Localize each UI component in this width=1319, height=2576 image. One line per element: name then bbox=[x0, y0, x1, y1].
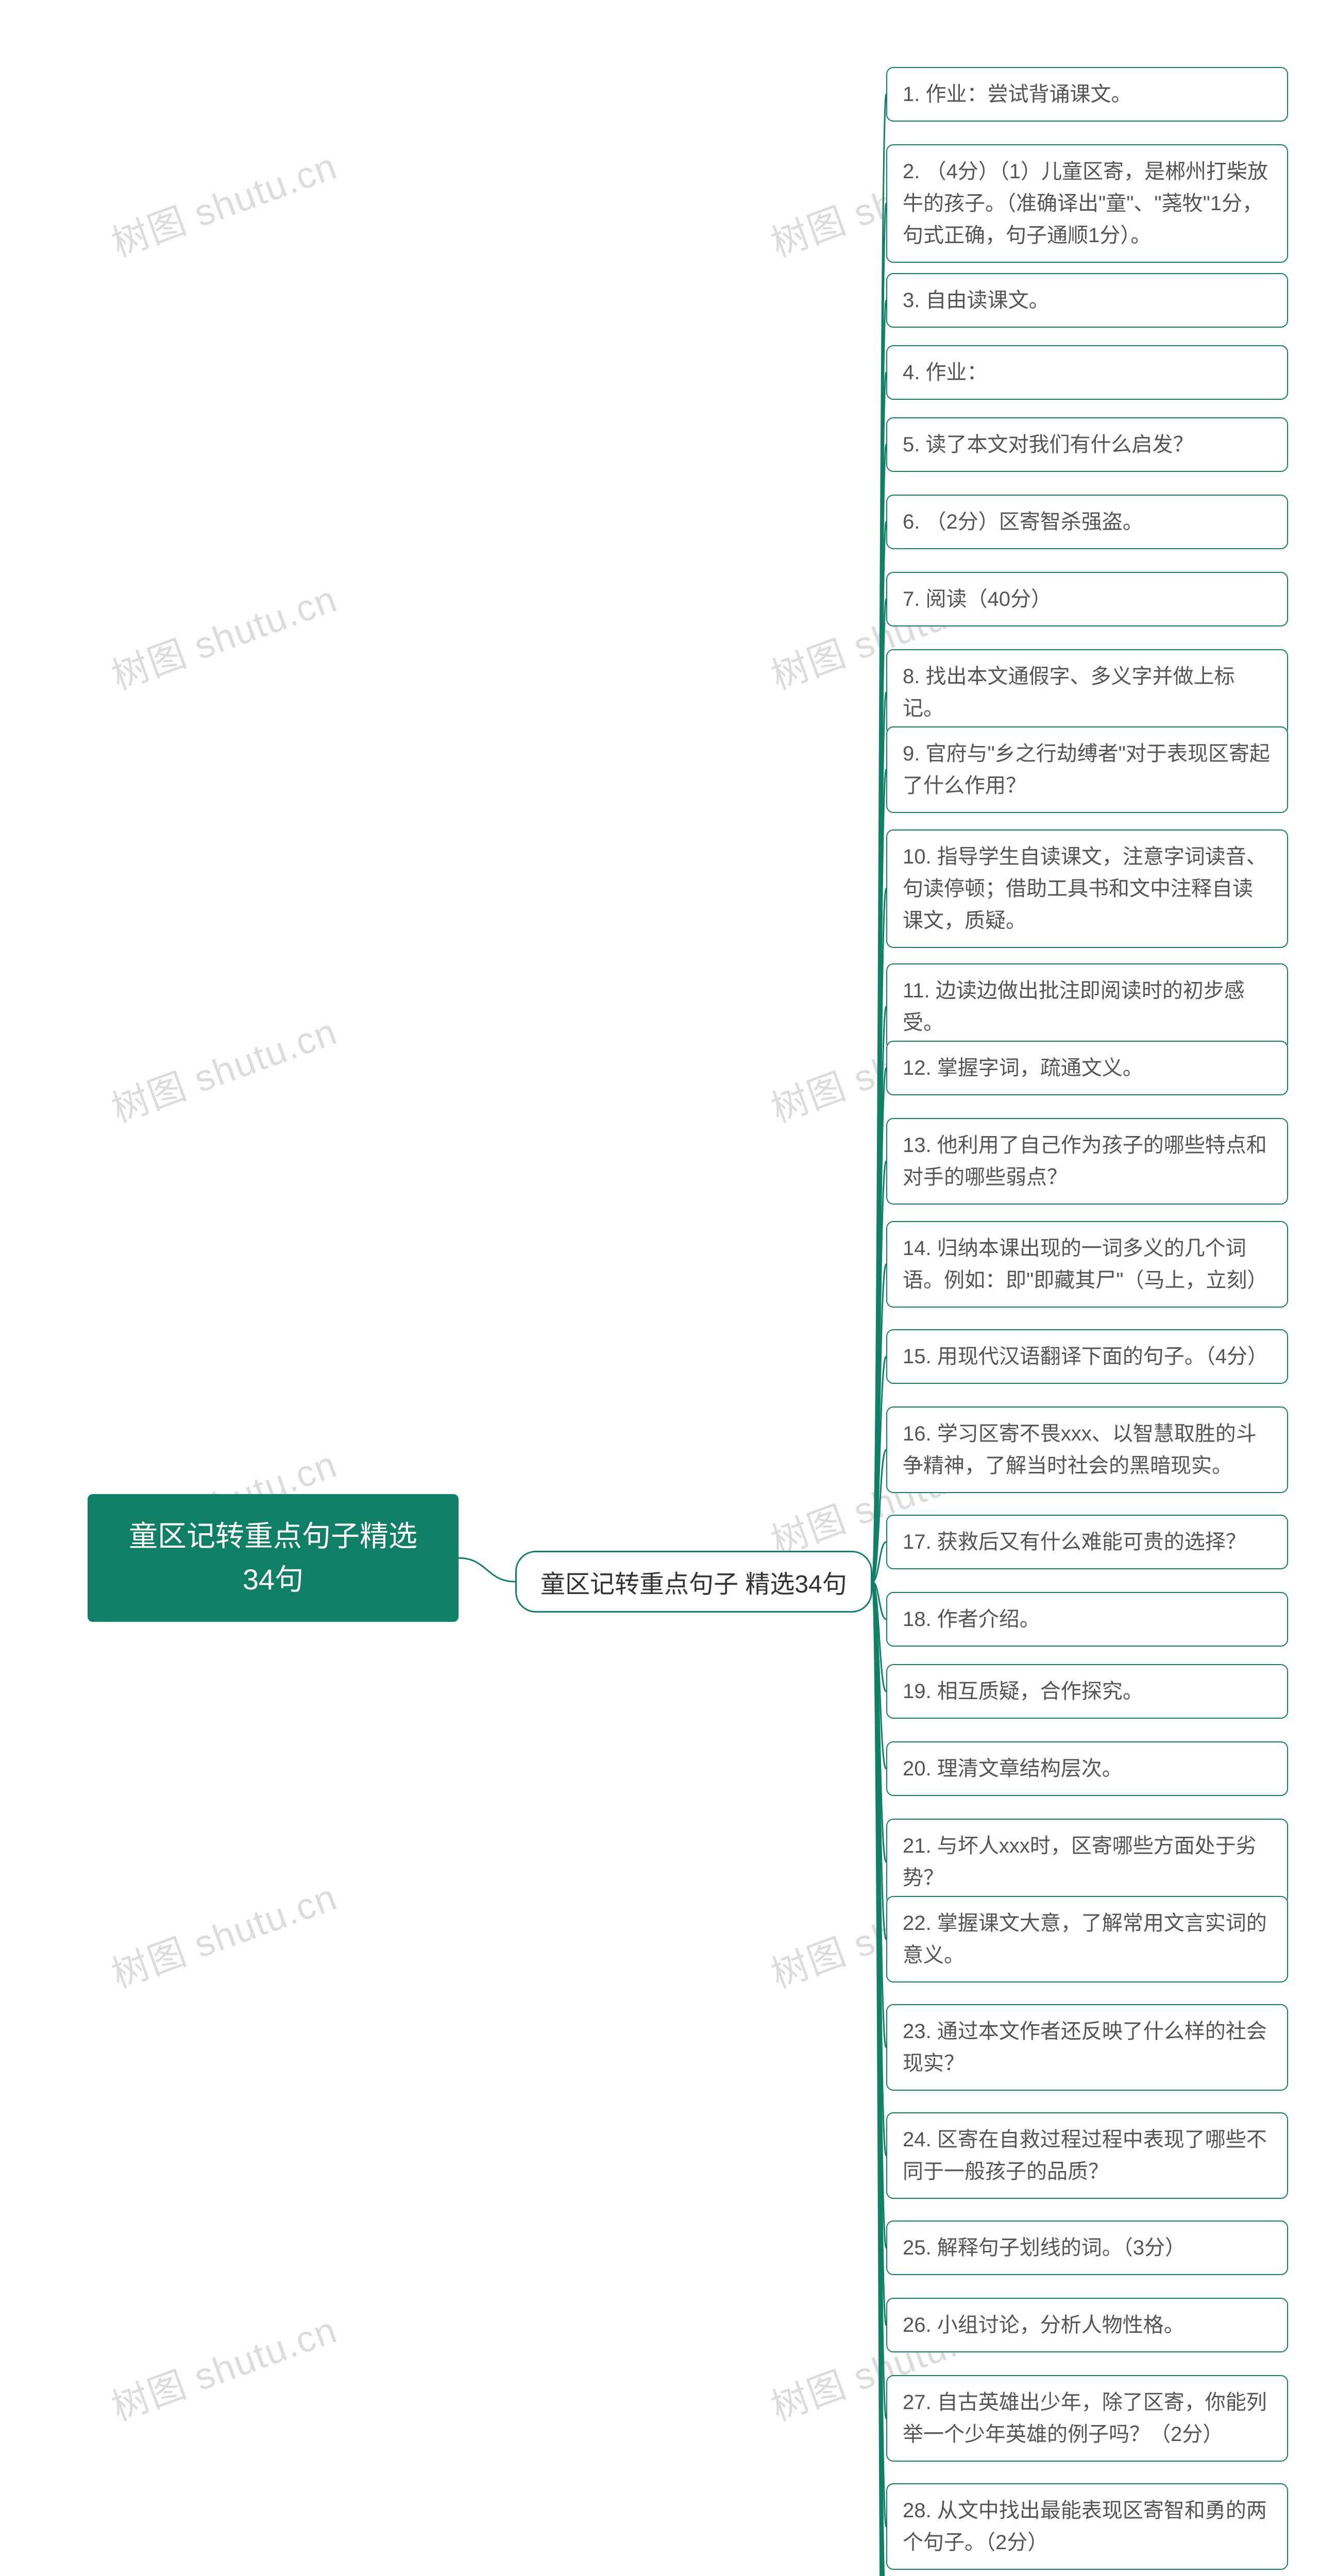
leaf-node: 17. 获救后又有什么难能可贵的选择？ bbox=[886, 1515, 1288, 1569]
leaf-node: 12. 掌握字词，疏通文义。 bbox=[886, 1041, 1288, 1095]
leaf-node: 23. 通过本文作者还反映了什么样的社会现实？ bbox=[886, 2004, 1288, 2091]
leaf-node: 25. 解释句子划线的词。（3分） bbox=[886, 2221, 1288, 2275]
leaf-label: 1. 作业：尝试背诵课文。 bbox=[903, 83, 1131, 106]
leaf-node: 7. 阅读（40分） bbox=[886, 572, 1288, 626]
leaf-label: 10. 指导学生自读课文，注意字词读音、句读停顿；借助工具书和文中注释自读课文，… bbox=[903, 845, 1267, 932]
leaf-label: 14. 归纳本课出现的一词多义的几个词语。例如：即"即藏其尸"（马上，立刻） bbox=[903, 1237, 1267, 1292]
leaf-node: 22. 掌握课文大意，了解常用文言实词的意义。 bbox=[886, 1896, 1288, 1982]
leaf-node: 6. （2分）区寄智杀强盗。 bbox=[886, 495, 1288, 549]
leaf-label: 20. 理清文章结构层次。 bbox=[903, 1757, 1123, 1780]
leaf-node: 13. 他利用了自己作为孩子的哪些特点和对手的哪些弱点？ bbox=[886, 1118, 1288, 1205]
watermark: 树图 shutu.cn bbox=[103, 1867, 343, 1998]
leaf-label: 5. 读了本文对我们有什么启发？ bbox=[903, 433, 1193, 456]
leaf-label: 18. 作者介绍。 bbox=[903, 1608, 1040, 1631]
leaf-label: 8. 找出本文通假字、多义字并做上标记。 bbox=[903, 665, 1235, 720]
leaf-node: 4. 作业： bbox=[886, 345, 1288, 400]
leaf-node: 28. 从文中找出最能表现区寄智和勇的两个句子。（2分） bbox=[886, 2483, 1288, 2570]
leaf-node: 24. 区寄在自救过程过程中表现了哪些不同于一般孩子的品质？ bbox=[886, 2112, 1288, 2199]
leaf-label: 28. 从文中找出最能表现区寄智和勇的两个句子。（2分） bbox=[903, 2499, 1267, 2554]
leaf-label: 9. 官府与"乡之行劫缚者"对于表现区寄起了什么作用？ bbox=[903, 742, 1270, 797]
leaf-node: 1. 作业：尝试背诵课文。 bbox=[886, 67, 1288, 122]
leaf-label: 13. 他利用了自己作为孩子的哪些特点和对手的哪些弱点？ bbox=[903, 1134, 1267, 1189]
leaf-node: 10. 指导学生自读课文，注意字词读音、句读停顿；借助工具书和文中注释自读课文，… bbox=[886, 829, 1288, 948]
leaf-label: 19. 相互质疑，合作探究。 bbox=[903, 1680, 1143, 1703]
watermark: 树图 shutu.cn bbox=[103, 568, 343, 700]
leaf-node: 14. 归纳本课出现的一词多义的几个词语。例如：即"即藏其尸"（马上，立刻） bbox=[886, 1221, 1288, 1308]
leaf-node: 16. 学习区寄不畏xxx、以智慧取胜的斗争精神，了解当时社会的黑暗现实。 bbox=[886, 1406, 1288, 1493]
leaf-node: 27. 自古英雄出少年，除了区寄，你能列举一个少年英雄的例子吗？（2分） bbox=[886, 2375, 1288, 2462]
leaf-node: 19. 相互质疑，合作探究。 bbox=[886, 1664, 1288, 1719]
leaf-label: 2. （4分）（1）儿童区寄，是郴州打柴放牛的孩子。（准确译出"童"、"荛牧"1… bbox=[903, 160, 1268, 247]
leaf-node: 2. （4分）（1）儿童区寄，是郴州打柴放牛的孩子。（准确译出"童"、"荛牧"1… bbox=[886, 144, 1288, 263]
leaf-node: 26. 小组讨论，分析人物性格。 bbox=[886, 2298, 1288, 2352]
root-label: 童区记转重点句子精选34句 bbox=[129, 1520, 417, 1596]
root-node: 童区记转重点句子精选34句 bbox=[88, 1494, 459, 1622]
leaf-label: 12. 掌握字词，疏通文义。 bbox=[903, 1057, 1143, 1079]
leaf-node: 18. 作者介绍。 bbox=[886, 1592, 1288, 1647]
leaf-node: 15. 用现代汉语翻译下面的句子。（4分） bbox=[886, 1329, 1288, 1384]
leaf-label: 17. 获救后又有什么难能可贵的选择？ bbox=[903, 1531, 1246, 1553]
leaf-label: 24. 区寄在自救过程过程中表现了哪些不同于一般孩子的品质？ bbox=[903, 2128, 1267, 2183]
mid-node: 童区记转重点句子 精选34句 bbox=[515, 1551, 872, 1613]
leaf-label: 22. 掌握课文大意，了解常用文言实词的意义。 bbox=[903, 1912, 1267, 1967]
leaf-label: 27. 自古英雄出少年，除了区寄，你能列举一个少年英雄的例子吗？（2分） bbox=[903, 2391, 1267, 2446]
leaf-label: 7. 阅读（40分） bbox=[903, 588, 1052, 611]
leaf-label: 11. 边读边做出批注即阅读时的初步感受。 bbox=[903, 979, 1245, 1034]
leaf-label: 23. 通过本文作者还反映了什么样的社会现实？ bbox=[903, 2020, 1267, 2075]
leaf-node: 11. 边读边做出批注即阅读时的初步感受。 bbox=[886, 963, 1288, 1050]
watermark: 树图 shutu.cn bbox=[103, 2299, 343, 2431]
leaf-node: 21. 与坏人xxx时，区寄哪些方面处于劣势？ bbox=[886, 1819, 1288, 1905]
leaf-node: 8. 找出本文通假字、多义字并做上标记。 bbox=[886, 649, 1288, 736]
watermark: 树图 shutu.cn bbox=[103, 135, 343, 267]
leaf-node: 9. 官府与"乡之行劫缚者"对于表现区寄起了什么作用？ bbox=[886, 726, 1288, 813]
mindmap-canvas: 树图 shutu.cn 树图 shutu.cn 树图 shutu.cn 树图 shut… bbox=[0, 0, 1319, 2576]
leaf-label: 3. 自由读课文。 bbox=[903, 289, 1049, 312]
leaf-label: 16. 学习区寄不畏xxx、以智慧取胜的斗争精神，了解当时社会的黑暗现实。 bbox=[903, 1422, 1257, 1477]
leaf-node: 5. 读了本文对我们有什么启发？ bbox=[886, 417, 1288, 472]
watermark: 树图 shutu.cn bbox=[103, 1001, 343, 1132]
leaf-label: 26. 小组讨论，分析人物性格。 bbox=[903, 2314, 1185, 2336]
leaf-node: 3. 自由读课文。 bbox=[886, 273, 1288, 328]
leaf-label: 15. 用现代汉语翻译下面的句子。（4分） bbox=[903, 1345, 1268, 1368]
leaf-label: 6. （2分）区寄智杀强盗。 bbox=[903, 511, 1143, 533]
leaf-node: 20. 理清文章结构层次。 bbox=[886, 1741, 1288, 1796]
leaf-label: 4. 作业： bbox=[903, 361, 987, 384]
leaf-label: 21. 与坏人xxx时，区寄哪些方面处于劣势？ bbox=[903, 1835, 1257, 1889]
leaf-label: 25. 解释句子划线的词。（3分） bbox=[903, 2236, 1186, 2259]
mid-label: 童区记转重点句子 精选34句 bbox=[540, 1571, 847, 1598]
